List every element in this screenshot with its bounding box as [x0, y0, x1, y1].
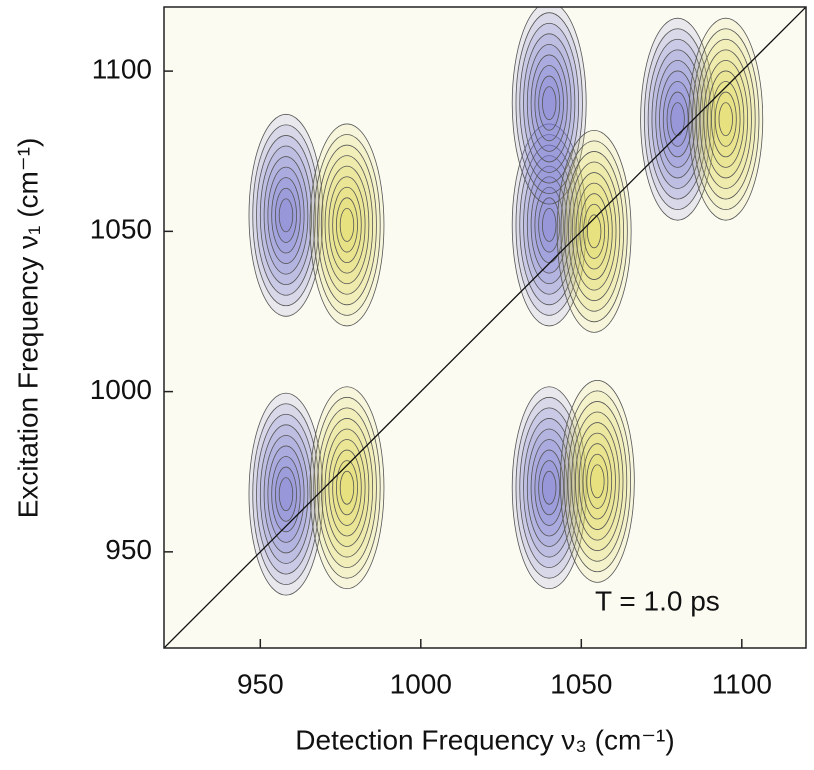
contour-level [542, 470, 557, 505]
y-tick-label: 1100 [92, 53, 152, 84]
contour-level [328, 439, 366, 537]
contour-level [718, 102, 733, 137]
contour-level [278, 477, 294, 512]
contour-level [324, 165, 370, 285]
y-tick-label: 1000 [90, 374, 152, 405]
y-axis-label: Excitation Frequency ν₁ (cm⁻¹) [12, 138, 43, 519]
contour-level [590, 464, 605, 499]
contour-level [511, 123, 587, 327]
contour-level [556, 129, 632, 333]
contour-level [575, 422, 620, 541]
contour-level [567, 401, 628, 562]
contour-level [313, 134, 381, 316]
contour-level [519, 407, 580, 569]
contour-level [586, 453, 609, 509]
contour-level [515, 134, 583, 316]
plot-frame [163, 6, 807, 649]
contour-level [530, 176, 568, 274]
contour-level [248, 113, 324, 317]
contour-level [317, 144, 377, 306]
contour-level [339, 470, 355, 505]
contour-level [309, 123, 385, 327]
contour-level [336, 197, 358, 253]
contour-level [640, 17, 715, 221]
contour-level [538, 75, 561, 131]
contour-level [278, 198, 294, 233]
contour-level [583, 203, 606, 259]
contour-level [263, 434, 309, 554]
contour-level [707, 70, 745, 168]
contour-level [647, 38, 708, 200]
contour-level [252, 403, 320, 586]
contour-level [515, 12, 583, 194]
contour-level [339, 207, 355, 242]
x-tick-label: 1000 [390, 668, 452, 699]
contour-level [666, 91, 689, 147]
contour-level [267, 166, 305, 264]
contour-level [530, 439, 568, 537]
contour-level [317, 407, 377, 569]
diagonal-line [164, 7, 806, 648]
plot-area [164, 7, 806, 648]
contour-level [256, 135, 316, 296]
contour-level [542, 207, 557, 242]
contour-level [542, 86, 557, 121]
contour-level [538, 197, 561, 253]
annotation: T = 1.0 ps [595, 585, 720, 616]
contour-level [643, 28, 712, 211]
contour-level [692, 28, 760, 211]
contour-level [275, 187, 297, 243]
y-tick-label: 950 [105, 534, 152, 565]
contour-level [563, 390, 631, 573]
contour-level [328, 176, 366, 274]
y-tick-label: 1050 [90, 214, 152, 245]
x-axis-label: Detection Frequency ν₃ (cm⁻¹) [295, 724, 674, 755]
contour-level [560, 140, 628, 323]
contour-level [714, 91, 737, 147]
contour-level [575, 182, 613, 280]
contour-level [526, 165, 572, 285]
x-tick-label: 1050 [550, 668, 612, 699]
x-tick-label: 950 [237, 668, 284, 699]
x-tick-label: 1100 [712, 668, 772, 699]
contour-level [559, 379, 635, 583]
contour-level [659, 70, 697, 168]
contour-level [571, 172, 617, 291]
contour-level [538, 460, 561, 516]
contour-level [263, 156, 309, 275]
contour-level [530, 54, 568, 152]
contour-level [564, 151, 624, 312]
contour-level [655, 59, 700, 179]
contour-level [309, 386, 385, 590]
contour-level [695, 38, 756, 200]
contour-level [256, 413, 316, 575]
contour-level [586, 214, 602, 249]
contour-level [511, 7, 587, 205]
contour-level [519, 22, 580, 184]
contour-level [703, 59, 749, 179]
contour-level [526, 428, 572, 547]
contour-level [511, 386, 587, 590]
contour-level [267, 445, 305, 543]
contour-level [275, 466, 297, 522]
contour-level [313, 396, 381, 579]
contour-level [526, 43, 572, 163]
contour-level [252, 124, 320, 307]
contour-level [578, 432, 616, 530]
contour-level [336, 460, 358, 516]
